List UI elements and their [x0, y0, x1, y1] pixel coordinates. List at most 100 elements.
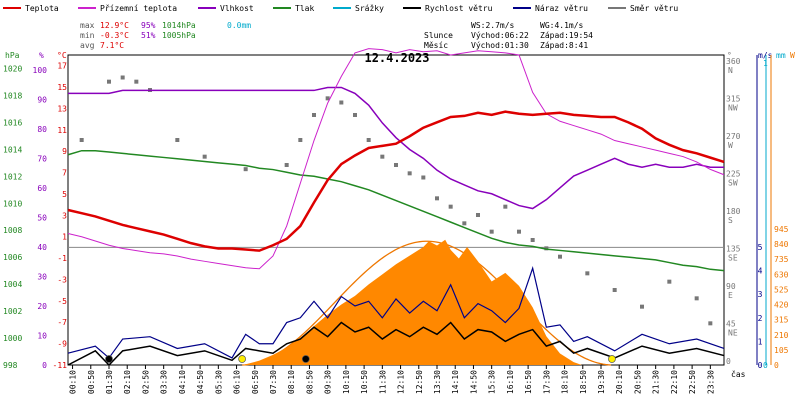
x-tick-label: 01:30 [105, 370, 114, 394]
pct-tick: 0 [42, 361, 47, 370]
stats-max-label: max [80, 21, 95, 30]
dir-tick: W [728, 141, 733, 150]
x-tick-label: 00:50 [87, 370, 96, 394]
mm-tick: 1 [763, 59, 768, 68]
stats-min-hum: 51% [141, 31, 156, 40]
wind-direction-point [694, 296, 699, 301]
sun-rise: Východ:06:22 [471, 31, 529, 40]
hpa-tick: 1020 [3, 64, 22, 73]
celsius-tick: 17 [57, 62, 67, 71]
hpa-tick: 1002 [3, 307, 22, 316]
moon-label: Měsíc [424, 41, 448, 50]
x-tick-label: 18:10 [561, 370, 570, 394]
pressure-line [67, 149, 725, 272]
dir-tick: SW [728, 179, 738, 188]
x-tick-label: 23:30 [706, 370, 715, 394]
legend-label: Srážky [355, 4, 384, 13]
solar-area [242, 239, 582, 365]
x-tick-label: 17:30 [542, 370, 551, 394]
ms-unit: m/s [758, 51, 773, 60]
x-tick-label: 07:30 [269, 370, 278, 394]
celsius-tick: 9 [62, 147, 67, 156]
x-tick-label: 20:50 [633, 370, 642, 394]
deg-tick: 315 [726, 95, 741, 104]
deg-tick: 270 [726, 132, 741, 141]
x-axis-unit: čas [731, 369, 746, 379]
x-tick-label: 22:10 [670, 370, 679, 394]
x-tick-label: 12:50 [415, 370, 424, 394]
sun-rise-marker [238, 355, 246, 363]
x-tick-label: 12:10 [397, 370, 406, 394]
x-axis: 00:10 00:50 01:30 02:10 02:50 03:30 04:10 04:50… [69, 365, 715, 394]
pct-unit: % [39, 51, 44, 60]
x-tick-label: 04:10 [178, 370, 187, 394]
celsius-tick: 5 [62, 190, 67, 199]
mm-tick: 0 [763, 361, 768, 370]
dir-tick: N [728, 66, 733, 75]
hpa-tick: 1000 [3, 334, 22, 343]
x-tick-label: 04:50 [196, 370, 205, 394]
axis-units: hPa % °C ° m/s mm W čas [5, 51, 795, 379]
right-axes: 360N315NW270W225SW180S135SE90E45NE054321… [726, 55, 789, 370]
stats-max-hum: 95% [141, 21, 156, 30]
ms-tick: 0 [758, 361, 763, 370]
pct-tick: 20 [37, 302, 47, 311]
w-tick: 735 [774, 255, 789, 264]
legend-label: Vlhkost [220, 4, 254, 13]
x-tick-label: 06:10 [233, 370, 242, 394]
x-tick-label: 02:10 [123, 370, 132, 394]
x-tick-label: 09:30 [324, 370, 333, 394]
stats-ws: WS:2.7m/s [471, 21, 515, 30]
celsius-tick: 1 [62, 233, 67, 242]
hpa-tick: 1010 [3, 199, 22, 208]
stats-max-press: 1014hPa [162, 21, 196, 30]
x-tick-label: 03:30 [160, 370, 169, 394]
ms-tick: 2 [758, 314, 763, 323]
celsius-tick: 3 [62, 211, 67, 220]
x-tick-label: 16:50 [524, 370, 533, 394]
deg-tick: 360 [726, 57, 741, 66]
left-axes: 1715131197531-1-3-5-7-9-1110201018101610… [3, 62, 67, 370]
legend-label: Směr větru [630, 4, 678, 13]
hpa-tick: 1018 [3, 91, 22, 100]
deg-tick: 45 [726, 320, 736, 329]
x-tick-label: 22:50 [688, 370, 697, 394]
pct-tick: 90 [37, 95, 47, 104]
plot-area [67, 48, 725, 367]
dir-tick: NW [728, 104, 738, 113]
w-tick: 210 [774, 331, 789, 340]
wind-direction-point [585, 271, 590, 276]
wind-direction-point [503, 204, 508, 209]
legend-label: Náraz větru [535, 4, 588, 13]
sun-set-marker [608, 355, 616, 363]
hpa-tick: 1004 [3, 280, 22, 289]
moon-rise-marker [105, 355, 113, 363]
wind-direction-point [530, 238, 535, 242]
wind-direction-point [134, 79, 139, 84]
deg-tick: 0 [726, 357, 731, 366]
ms-tick: 3 [758, 290, 763, 299]
hpa-tick: 1008 [3, 226, 22, 235]
hpa-tick: 1014 [3, 145, 22, 154]
celsius-tick: -11 [53, 361, 68, 370]
x-tick-label: 05:30 [214, 370, 223, 394]
x-tick-label: 00:10 [69, 370, 78, 394]
wind-direction-point [394, 163, 398, 167]
stats-min-press: 1005hPa [162, 31, 196, 40]
legend-label: Přízemní teplota [100, 4, 177, 13]
wind-direction-point [708, 321, 713, 326]
x-tick-label: 10:50 [360, 370, 369, 394]
x-tick-label: 15:30 [488, 370, 497, 394]
x-tick-label: 19:30 [597, 370, 606, 394]
pct-tick: 50 [37, 213, 47, 222]
pct-tick: 30 [37, 272, 47, 281]
hpa-unit: hPa [5, 51, 20, 60]
hpa-tick: 1012 [3, 172, 22, 181]
stats-avg-label: avg [80, 41, 95, 50]
stats-wg: WG:4.1m/s [540, 21, 584, 30]
x-tick-label: 11:30 [378, 370, 387, 394]
stats-block: max 12.9°C 95% 1014hPa 0.0mm min -0.3°C … [80, 21, 593, 50]
temperature-line [67, 110, 725, 252]
x-tick-label: 10:10 [342, 370, 351, 394]
w-tick: 630 [774, 270, 789, 279]
